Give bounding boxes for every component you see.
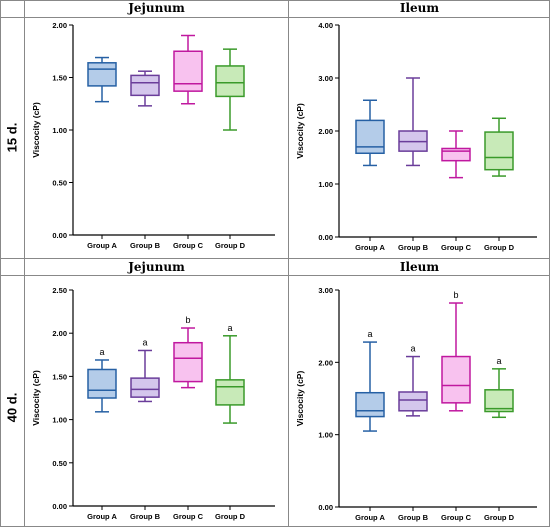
row-label-40d: 40 d. [4, 392, 20, 423]
x-tick-label: Group A [355, 513, 385, 522]
iqr-box [215, 65, 245, 98]
x-tick-label: Group B [398, 243, 429, 252]
y-tick-label: 0.50 [52, 179, 67, 188]
row-label-15d: 15 d. [4, 122, 20, 153]
chart-15d-ileum: 0.00 1.00 2.00 3.00 4.00 Viscocity (cP) Group … [295, 21, 537, 252]
y-tick-label: 2.00 [318, 358, 333, 367]
iqr-box [130, 377, 160, 398]
box-group-d [215, 335, 245, 424]
iqr-box [355, 391, 385, 418]
y-tick-label: 4.00 [318, 21, 333, 30]
column-header-jejunum-15: Jejunum [128, 1, 185, 15]
y-tick-label: 3.00 [318, 74, 333, 83]
iqr-box [484, 131, 514, 171]
box-group-c [173, 327, 203, 389]
y-axis-label: Viscocity (cP) [31, 370, 41, 426]
y-tick-label: 1.00 [318, 431, 333, 440]
iqr-box [441, 147, 471, 162]
significance-letter: a [142, 337, 147, 347]
chart-40d-jejunum: 0.00 0.50 1.00 1.50 2.00 2.50 Viscocity (cP) Gr… [31, 286, 275, 521]
y-tick-label: 1.00 [52, 416, 67, 425]
y-tick-label: 1.50 [52, 372, 67, 381]
iqr-box [173, 341, 203, 383]
x-tick-label: Group C [441, 243, 472, 252]
box-group-a [355, 99, 385, 167]
x-tick-label: Group D [215, 512, 246, 521]
box-group-c [441, 302, 471, 412]
y-tick-label: 2.00 [52, 329, 67, 338]
y-tick-label: 0.00 [318, 233, 333, 242]
x-tick-label: Group A [355, 243, 385, 252]
iqr-box [130, 74, 160, 97]
iqr-box [398, 391, 428, 412]
x-tick-label: Group A [87, 512, 117, 521]
x-tick-label: Group B [130, 512, 161, 521]
x-tick-label: Group D [215, 241, 246, 250]
column-header-ileum-15: Ileum [399, 1, 440, 15]
box-group-b [398, 355, 428, 417]
x-tick-label: Group D [484, 243, 515, 252]
box-group-b [130, 70, 160, 107]
box-group-d [484, 117, 514, 177]
chart-15d-jejunum: 0.00 0.50 1.00 1.50 2.00 Viscocity (cP) Group … [31, 21, 275, 250]
y-tick-label: 2.50 [52, 286, 67, 295]
y-tick-label: 3.00 [318, 286, 333, 295]
x-tick-label: Group A [87, 241, 117, 250]
column-header-jejunum-40: Jejunum [128, 260, 185, 274]
iqr-box [173, 50, 203, 92]
box-group-c [441, 130, 471, 179]
significance-letter: a [99, 347, 104, 357]
y-tick-label: 1.50 [52, 74, 67, 83]
chart-40d-ileum: 0.00 1.00 2.00 3.00 Viscocity (cP) Group A a Gr… [295, 286, 537, 522]
box-group-a [87, 359, 117, 413]
x-tick-label: Group C [173, 512, 204, 521]
significance-letter: b [185, 315, 190, 325]
y-axis-label: Viscocity (cP) [295, 103, 305, 159]
y-tick-label: 0.50 [52, 459, 67, 468]
y-axis-label: Viscocity (cP) [31, 102, 41, 158]
x-tick-label: Group B [130, 241, 161, 250]
y-tick-label: 0.00 [318, 503, 333, 512]
box-group-b [398, 77, 428, 167]
iqr-box [87, 368, 117, 399]
y-tick-label: 2.00 [52, 21, 67, 30]
significance-letter: a [367, 329, 372, 339]
x-tick-label: Group C [173, 241, 204, 250]
y-axis-label: Viscocity (cP) [295, 371, 305, 427]
x-tick-label: Group D [484, 513, 515, 522]
iqr-box [441, 355, 471, 404]
x-tick-label: Group C [441, 513, 472, 522]
column-header-ileum-40: Ileum [399, 260, 440, 274]
box-group-a [87, 56, 117, 103]
significance-letter: b [453, 290, 458, 300]
iqr-box [87, 62, 117, 87]
box-group-b [130, 349, 160, 403]
y-tick-label: 0.00 [52, 231, 67, 240]
significance-letter: a [227, 323, 232, 333]
iqr-box [484, 389, 514, 413]
box-group-d [484, 368, 514, 419]
x-tick-label: Group B [398, 513, 429, 522]
box-group-c [173, 34, 203, 105]
box-group-a [355, 341, 385, 432]
box-group-d [215, 48, 245, 131]
iqr-box [215, 379, 245, 406]
y-tick-label: 2.00 [318, 127, 333, 136]
iqr-box [355, 119, 385, 155]
y-tick-label: 0.00 [52, 502, 67, 511]
y-tick-label: 1.00 [52, 126, 67, 135]
significance-letter: a [496, 356, 501, 366]
y-tick-label: 1.00 [318, 180, 333, 189]
significance-letter: a [410, 344, 415, 354]
